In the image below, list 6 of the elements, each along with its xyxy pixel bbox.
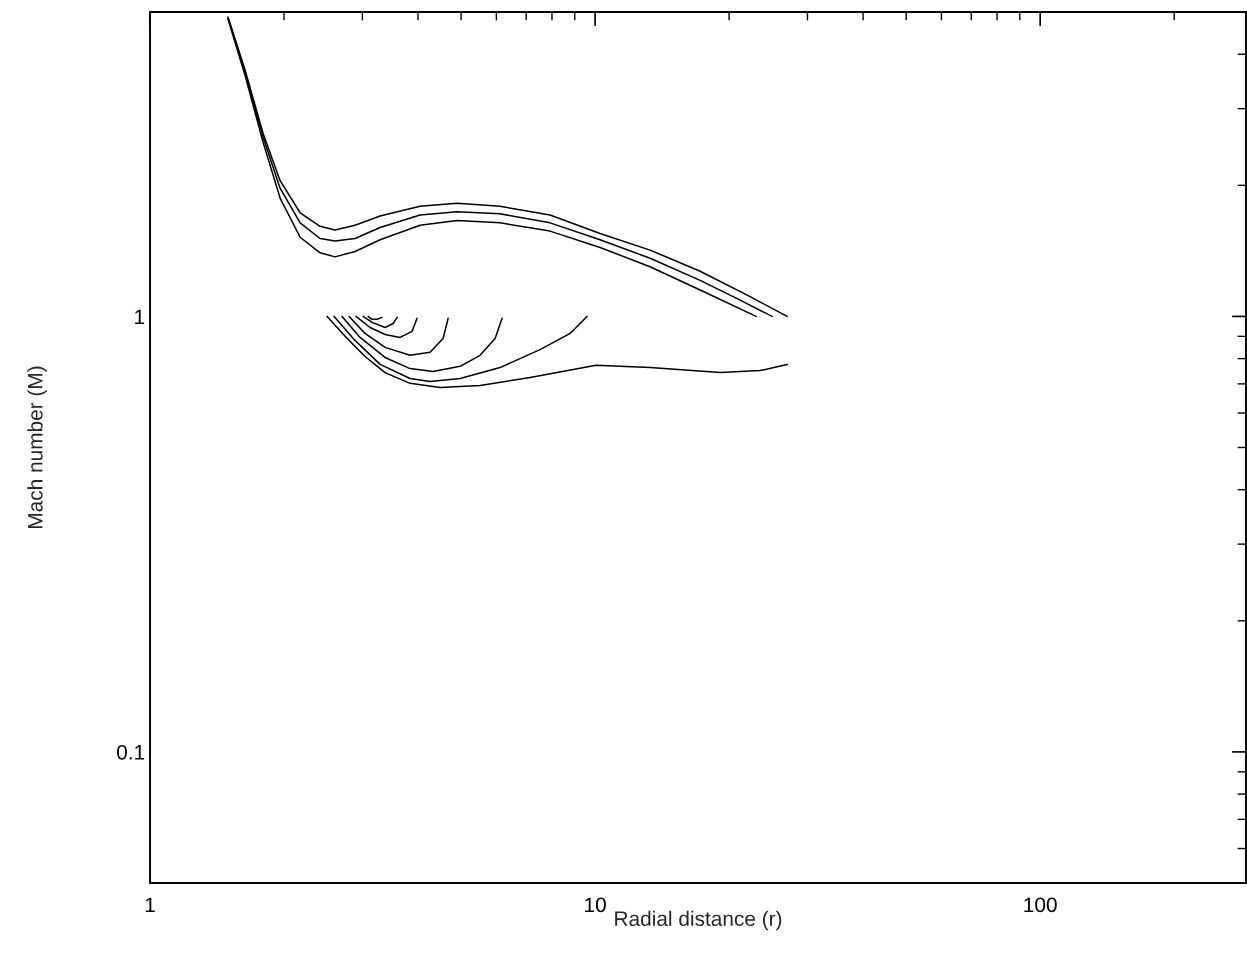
- x-axis-title: Radial distance (r): [615, 910, 782, 931]
- y-axis-title: Mach number (M): [27, 366, 47, 528]
- x-tick-label: 100: [1024, 897, 1057, 913]
- x-tick-label: 10: [585, 897, 606, 913]
- y-tick-label: 0.1: [117, 744, 145, 760]
- x-tick-label: 1: [145, 897, 155, 912]
